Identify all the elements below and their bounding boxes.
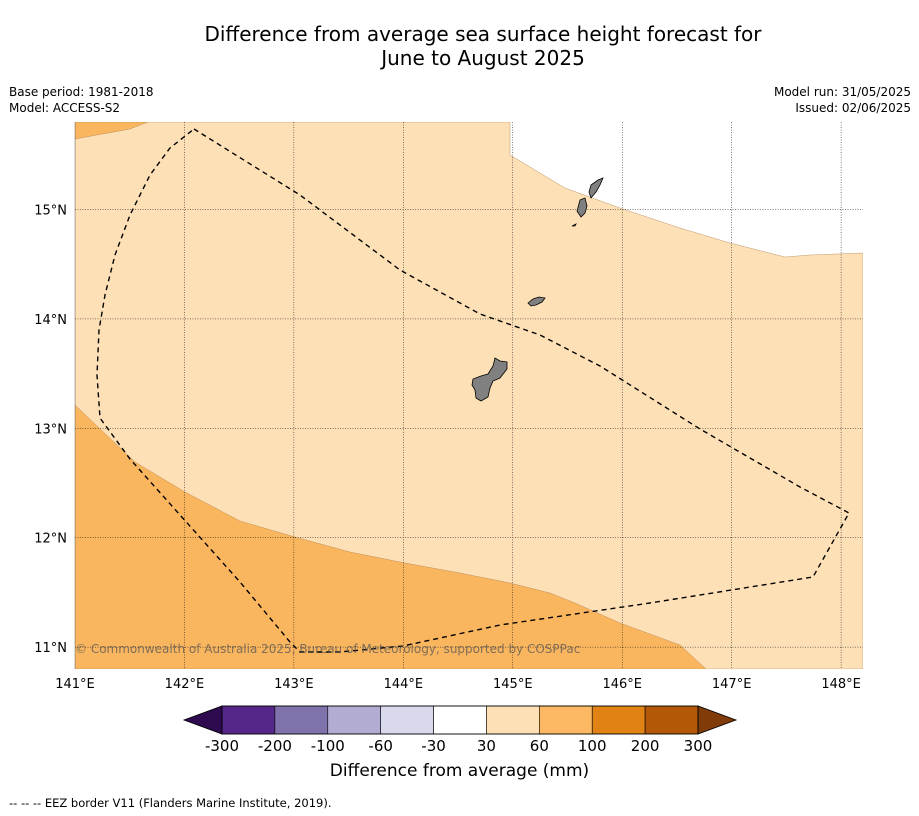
eez-legend-note: -- -- -- EEZ border V11 (Flanders Marine… bbox=[9, 796, 332, 810]
land-islands bbox=[471, 177, 604, 402]
latitude-label: 14°N bbox=[34, 313, 67, 328]
model-name-text: Model: ACCESS-S2 bbox=[9, 101, 121, 115]
colorbar-tick: 100 bbox=[578, 737, 607, 755]
issued-date-text: Issued: 02/06/2025 bbox=[795, 101, 911, 115]
colorbar-tick: -200 bbox=[258, 737, 292, 755]
longitude-label: 143°E bbox=[274, 677, 314, 692]
colorbar-tick: 30 bbox=[477, 737, 496, 755]
model-info: Base period: 1981-2018 Model: ACCESS-S2 bbox=[9, 84, 154, 116]
latitude-labels: 15°N 14°N 13°N 12°N 11°N bbox=[34, 204, 67, 657]
run-info: Model run: 31/05/2025 Issued: 02/06/2025 bbox=[774, 84, 911, 116]
eez-border bbox=[96, 128, 850, 653]
colorbar-segment bbox=[221, 705, 276, 735]
longitude-label: 147°E bbox=[712, 677, 752, 692]
colorbar-tick: -60 bbox=[368, 737, 393, 755]
island-guam bbox=[471, 357, 508, 402]
title-line-2: June to August 2025 bbox=[381, 46, 585, 70]
island-saipan bbox=[588, 177, 604, 199]
colorbar-segment bbox=[274, 705, 329, 735]
colorbar-tick: -100 bbox=[311, 737, 345, 755]
colorbar-segment bbox=[433, 705, 487, 735]
colorbar-segment bbox=[380, 705, 434, 735]
longitude-labels: 141°E 142°E 143°E 144°E 145°E 146°E 147°E 148°E bbox=[55, 677, 861, 692]
anomaly-band-60-100-north bbox=[75, 122, 149, 140]
colorbar-extend-low bbox=[182, 705, 223, 735]
colorbar-segment bbox=[539, 705, 593, 735]
colorbar-outline bbox=[221, 705, 699, 735]
longitude-label: 141°E bbox=[55, 677, 95, 692]
colorbar-tick: -30 bbox=[421, 737, 446, 755]
colorbar bbox=[182, 705, 738, 735]
island-rota bbox=[527, 296, 546, 307]
colorbar-tick: 300 bbox=[684, 737, 713, 755]
colorbar-segment bbox=[644, 705, 699, 735]
colorbar-tick-labels: -300 -200 -100 -60 -30 30 60 100 200 300 bbox=[205, 737, 712, 755]
title-line-1: Difference from average sea surface heig… bbox=[204, 22, 762, 46]
colorbar-tick: 200 bbox=[631, 737, 660, 755]
colorbar-tick: 60 bbox=[530, 737, 549, 755]
island-aguijan bbox=[571, 223, 577, 227]
model-run-text: Model run: 31/05/2025 bbox=[773, 85, 911, 99]
longitude-label: 144°E bbox=[384, 677, 424, 692]
colorbar-segment bbox=[591, 705, 646, 735]
colorbar-label: Difference from average (mm) bbox=[329, 761, 590, 781]
colorbar-segment bbox=[327, 705, 381, 735]
latitude-label: 13°N bbox=[34, 422, 67, 437]
colorbar-extend-high bbox=[697, 705, 738, 735]
anomaly-band-60-100-south bbox=[75, 404, 707, 669]
colorbar-tick: -300 bbox=[205, 737, 239, 755]
map-plot-area: © Commonwealth of Australia 2025, Bureau… bbox=[75, 122, 863, 669]
map-title: Difference from average sea surface heig… bbox=[0, 22, 919, 70]
longitude-label: 145°E bbox=[493, 677, 533, 692]
island-tinian bbox=[576, 197, 588, 218]
base-period-text: Base period: 1981-2018 bbox=[9, 85, 154, 99]
copyright-notice: © Commonwealth of Australia 2025, Bureau… bbox=[75, 642, 580, 656]
latitude-label: 11°N bbox=[34, 641, 67, 656]
longitude-label: 142°E bbox=[165, 677, 205, 692]
longitude-label: 148°E bbox=[821, 677, 861, 692]
latitude-label: 15°N bbox=[34, 204, 67, 219]
longitude-label: 146°E bbox=[602, 677, 642, 692]
graticule bbox=[75, 122, 863, 669]
latitude-label: 12°N bbox=[34, 532, 67, 547]
colorbar-segment bbox=[486, 705, 540, 735]
